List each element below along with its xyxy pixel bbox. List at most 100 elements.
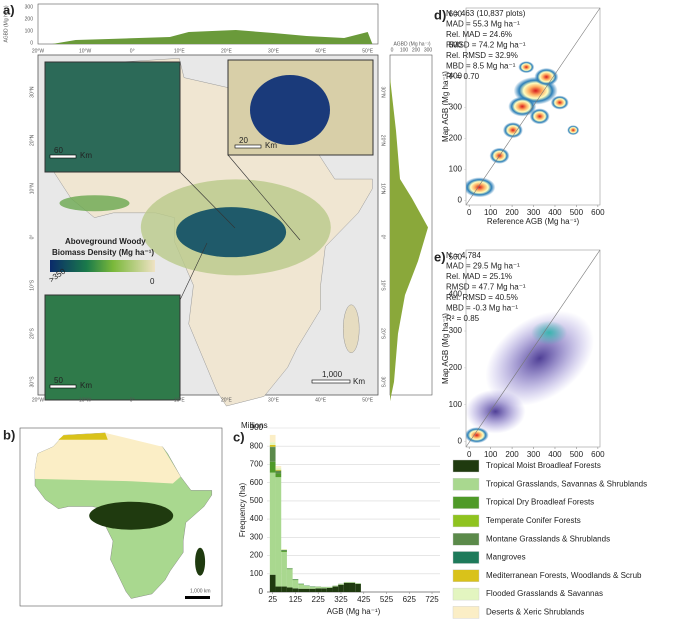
lon-label: 50°E [362,48,374,54]
stat-line: MBD = 8.5 Mg ha⁻¹ [446,62,516,71]
x-tick-label: 600 [591,208,605,217]
scale-label: 60 [54,146,63,155]
plot-frame [465,7,601,206]
legend-swatch [452,478,480,491]
bar [286,569,293,588]
x-tick-label: 400 [548,208,562,217]
lon-label: 0° [130,397,135,403]
lon-label: 10°E [174,48,186,54]
y-tick-label: 200 [449,363,463,372]
density-cloud [466,310,594,444]
stat-line: N = 463 (10,837 plots) [446,9,526,18]
x-tick-label: 0 [467,208,472,217]
legend-swatch [452,459,480,473]
x-tick-label: 100 [484,208,498,217]
bar [275,586,282,592]
x-axis-label: AGB (Mg ha⁻¹) [327,607,381,616]
bar [275,473,282,478]
scale-unit: Km [80,381,92,390]
y-tick-label: 0 [458,437,463,446]
lat-label: 10°N [29,183,35,195]
scale-bar [49,384,77,389]
bar [281,550,287,551]
bar [292,579,299,581]
x-tick-label: 300 [527,208,541,217]
y-tick-label: 600 [449,9,463,18]
bar [303,588,310,592]
density-blob [534,67,559,86]
scale-bar [311,379,351,384]
stat-line: Rel. MAD = 24.6% [446,30,512,39]
legend-label: Deserts & Xeric Shrublands [486,608,584,617]
moist-forest [89,501,174,530]
bar [269,434,276,443]
y-axis-label: Map AGB (Mg ha⁻¹) [441,71,450,142]
inset-map [44,61,181,173]
scale-bar [185,596,210,599]
y-tick-label: 400 [449,71,463,80]
colorbar-title: Biomass Density (Mg ha⁻¹) [52,248,154,257]
bar [275,469,282,471]
scale-bar [49,154,77,159]
stat-line: Rel. RMSD = 32.9% [446,51,518,60]
legend-swatch [452,606,480,619]
bar [275,470,282,474]
bar [349,582,356,592]
legend-swatch [452,514,480,528]
density-blob [567,125,580,136]
x-tick-label: 725 [425,595,439,604]
panel-label: d) [434,7,446,22]
stat-line: R² = 0.85 [446,314,480,323]
bar [292,580,299,589]
x-tick-label: 100 [484,450,498,459]
bar [286,587,293,592]
scale-bar [234,144,262,149]
panel-label: e) [434,249,446,264]
y-tick-label: 800 [250,441,264,450]
density-blob [466,389,526,434]
bar [269,472,276,575]
x-tick-label: 525 [380,595,394,604]
legend-label: Mediterranean Forests, Woodlands & Scrub [486,571,642,580]
y-tick-label: 100 [250,569,264,578]
scale-label: 50 [54,376,63,385]
colorbar-label: 0 [150,277,155,286]
inset-link [227,154,301,241]
scale-unit: Km [353,377,365,386]
bar [309,586,316,589]
bar [281,549,287,550]
lon-label: 30°E [268,48,280,54]
bar [275,467,282,470]
x-axis-label: Reference AGB (Mg ha⁻¹) [487,217,580,226]
bar [343,582,350,583]
y-tick-label: 100 [449,164,463,173]
density-blob [531,320,568,345]
side-hist-tick: 0 [391,47,394,53]
lon-label: 40°E [315,48,327,54]
inset-link [179,171,236,229]
bar [355,583,361,584]
bar [332,585,339,587]
side-hist-tick: 300 [424,47,433,53]
bar [326,587,333,588]
legend-label: Tropical Grasslands, Savannas & Shrublan… [486,479,647,488]
x-tick-label: 600 [591,450,605,459]
bar [321,587,327,589]
lat-label: 20°N [380,135,386,147]
lon-label: 40°E [315,397,327,403]
bar [321,588,327,592]
y-tick-label: 500 [449,252,463,261]
bar [332,586,339,592]
y-axis-label: Frequency (ha) [238,483,247,538]
lat-label: 0° [380,235,386,240]
bar [269,461,276,473]
panel-label: b) [3,427,15,442]
top-hist-tick: 0 [30,40,33,46]
y-tick-label: 400 [449,289,463,298]
stat-line: Rel. MAD = 25.1% [446,272,512,281]
stat-line: MAD = 29.5 Mg ha⁻¹ [446,262,520,271]
bar [349,582,356,583]
top-hist-tick: 100 [25,28,34,34]
scale-label: 1,000 km [190,588,211,594]
